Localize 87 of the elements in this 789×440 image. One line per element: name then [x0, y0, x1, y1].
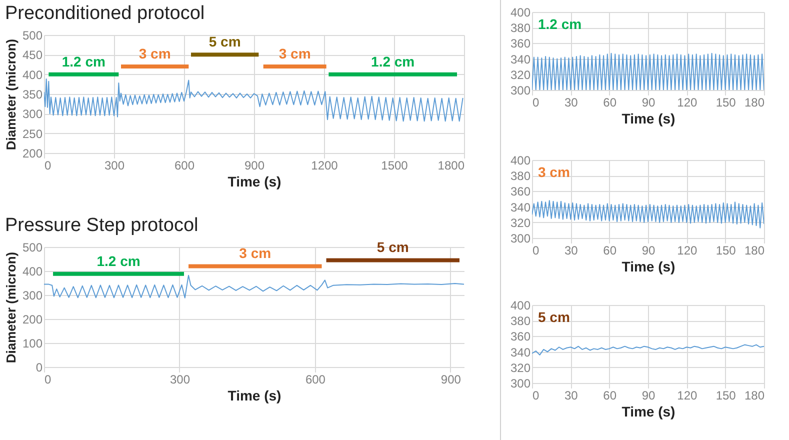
line-series	[532, 52, 764, 90]
x-tick-label: 120	[677, 388, 698, 402]
x-axis-title: Time (s)	[622, 404, 676, 420]
y-tick-label: 200	[22, 146, 43, 160]
y-tick-label: 380	[510, 21, 531, 36]
chart-title: Pressure Step protocol	[4, 215, 198, 236]
y-tick-label: 320	[510, 216, 531, 230]
x-tick-label: 30	[564, 96, 578, 110]
y-tick-label: 380	[510, 314, 531, 328]
x-tick-label: 180	[744, 96, 765, 110]
x-tick-label: 0	[44, 372, 52, 386]
line-series	[44, 274, 464, 298]
x-tick-label: 30	[564, 388, 578, 402]
x-tick-label: 30	[564, 244, 578, 258]
y-tick-label: 400	[510, 6, 531, 20]
series-label: 3 cm	[278, 45, 311, 62]
y-tick-label: 0	[36, 360, 43, 374]
series-label: 1.2 cm	[371, 53, 415, 70]
y-axis-title: Diameter (micron)	[3, 38, 18, 150]
x-tick-label: 150	[716, 96, 736, 110]
x-axis-title: Time (s)	[622, 110, 676, 126]
y-tick-label: 200	[22, 312, 43, 326]
y-tick-label: 360	[510, 36, 531, 51]
x-tick-label: 300	[104, 158, 125, 172]
x-tick-label: 180	[744, 388, 765, 402]
series-label: 3 cm	[239, 245, 272, 262]
x-tick-label: 0	[532, 244, 540, 258]
x-tick-label: 900	[244, 158, 265, 172]
line-series	[44, 78, 464, 122]
x-tick-label: 90	[642, 96, 656, 110]
x-axis-title: Time (s)	[228, 174, 282, 190]
y-tick-label: 400	[510, 298, 531, 312]
x-tick-label: 60	[603, 244, 617, 258]
y-tick-label: 450	[22, 48, 43, 62]
annotation: 1.2 cm	[538, 16, 582, 32]
y-tick-label: 300	[22, 288, 43, 302]
x-tick-label: 600	[305, 372, 326, 386]
y-tick-label: 380	[510, 169, 531, 184]
x-tick-label: 90	[642, 388, 656, 402]
y-axis-title: Diameter (micron)	[3, 252, 18, 364]
x-tick-label: 120	[677, 244, 698, 258]
series-label: 3 cm	[138, 45, 171, 62]
x-tick-label: 0	[532, 96, 540, 110]
x-tick-label: 1800	[438, 158, 465, 172]
y-tick-label: 500	[22, 28, 43, 42]
series-label: 1.2 cm	[96, 252, 140, 269]
x-tick-label: 1500	[381, 158, 408, 172]
y-tick-label: 360	[510, 330, 531, 344]
x-axis-title: Time (s)	[622, 258, 676, 274]
x-tick-label: 600	[174, 158, 195, 172]
y-tick-label: 340	[510, 52, 531, 66]
y-tick-label: 340	[510, 345, 531, 360]
x-tick-label: 0	[44, 158, 52, 172]
y-tick-label: 340	[510, 200, 531, 214]
x-tick-label: 300	[170, 372, 190, 386]
y-tick-label: 400	[22, 264, 43, 278]
annotation: 5 cm	[538, 309, 570, 325]
y-tick-label: 300	[510, 84, 531, 98]
x-tick-label: 900	[440, 372, 462, 386]
annotation: 3 cm	[538, 164, 570, 180]
y-tick-label: 250	[22, 126, 43, 141]
x-tick-label: 0	[532, 388, 540, 402]
x-tick-label: 120	[677, 96, 698, 110]
x-tick-label: 60	[603, 96, 617, 110]
series-label: 5 cm	[376, 239, 409, 256]
x-tick-label: 1200	[311, 158, 338, 172]
y-tick-label: 320	[510, 360, 531, 375]
y-tick-label: 300	[22, 107, 43, 122]
line-series	[532, 344, 764, 356]
y-tick-label: 300	[510, 232, 531, 246]
y-tick-label: 320	[510, 68, 531, 82]
x-tick-label: 150	[716, 388, 736, 402]
y-tick-label: 400	[22, 68, 43, 82]
line-series	[532, 200, 764, 228]
series-label: 5 cm	[208, 34, 241, 50]
y-tick-label: 400	[510, 154, 531, 168]
y-tick-label: 350	[22, 88, 43, 102]
chart-title: Preconditioned protocol	[4, 3, 205, 24]
y-tick-label: 360	[510, 184, 531, 199]
x-tick-label: 90	[642, 244, 656, 258]
series-label: 1.2 cm	[62, 53, 106, 70]
x-tick-label: 150	[716, 244, 736, 258]
y-tick-label: 500	[22, 240, 43, 254]
x-tick-label: 60	[603, 388, 617, 402]
x-tick-label: 180	[744, 244, 765, 258]
x-axis-title: Time (s)	[228, 388, 282, 404]
y-tick-label: 100	[22, 336, 43, 350]
